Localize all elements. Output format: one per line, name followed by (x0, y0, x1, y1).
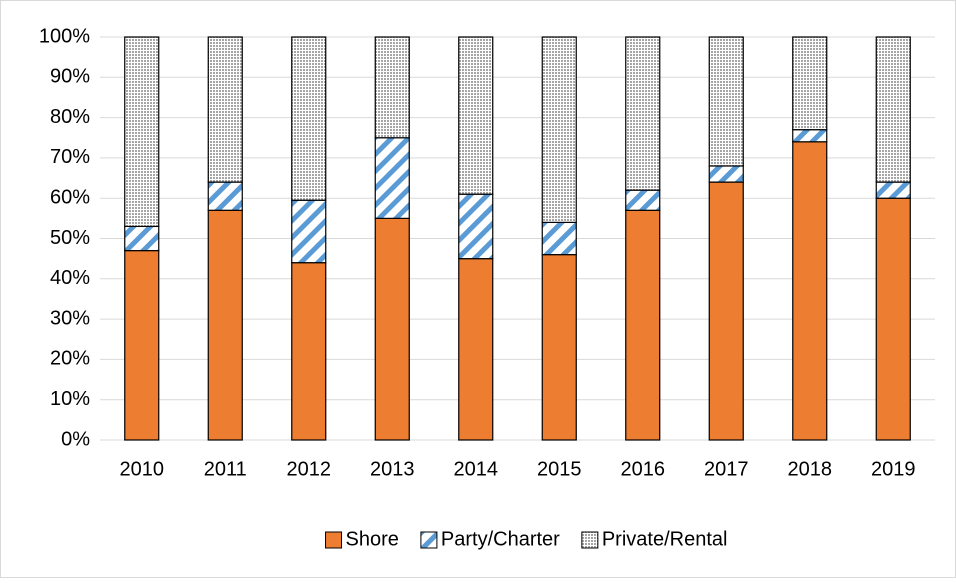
y-tick-label: 10% (50, 388, 90, 410)
x-tick-label: 2011 (204, 458, 247, 480)
x-tick-label: 2013 (370, 458, 415, 480)
y-tick-label: 30% (50, 307, 90, 329)
bar-segment (374, 36, 410, 139)
bar-segment (625, 36, 661, 191)
bar-segment (207, 181, 243, 211)
y-tick-label: 60% (50, 186, 90, 208)
bar-segment (625, 209, 661, 441)
bar-segment (207, 36, 243, 183)
x-tick-label: 2016 (621, 458, 666, 480)
y-tick-label: 70% (50, 146, 90, 168)
y-tick-label: 80% (50, 106, 90, 128)
bar-segment (875, 197, 911, 441)
bar-segment (792, 129, 828, 143)
bar-segment (458, 193, 494, 260)
bar-segment (291, 36, 327, 201)
legend-label: Shore (346, 528, 399, 550)
y-tick-label: 40% (50, 267, 90, 289)
y-tick-label: 0% (61, 428, 90, 450)
x-tick-label: 2019 (871, 458, 916, 480)
legend-swatch (325, 531, 343, 549)
bar-segment (541, 254, 577, 441)
y-tick-label: 20% (50, 348, 90, 370)
x-tick-label: 2017 (704, 458, 749, 480)
x-tick-label: 2014 (454, 458, 499, 480)
legend-swatch (420, 531, 438, 549)
y-tick-label: 100% (39, 25, 90, 47)
bar-segment (124, 249, 160, 441)
legend-label: Private/Rental (602, 528, 728, 550)
bar-segment (792, 36, 828, 131)
legend-swatch (581, 531, 599, 549)
bar-segment (458, 258, 494, 441)
bar-segment (875, 36, 911, 183)
bar-segment (541, 221, 577, 256)
bar-segment (291, 199, 327, 264)
bar-segment (374, 137, 410, 219)
bar-segment (708, 181, 744, 441)
bar-segment (708, 36, 744, 167)
bar-segment (374, 217, 410, 441)
bar-segment (291, 262, 327, 441)
bar-segment (708, 165, 744, 183)
x-tick-label: 2015 (537, 458, 582, 480)
bar-segment (207, 209, 243, 441)
x-tick-label: 2018 (788, 458, 833, 480)
bar-segment (625, 189, 661, 211)
bar-segment (124, 225, 160, 252)
bar-segment (124, 36, 160, 228)
x-tick-label: 2010 (120, 458, 165, 480)
bar-segment (541, 36, 577, 223)
y-tick-label: 90% (50, 66, 90, 88)
bar-segment (875, 181, 911, 199)
y-tick-label: 50% (50, 227, 90, 249)
bar-segment (458, 36, 494, 195)
x-tick-label: 2012 (287, 458, 332, 480)
legend-label: Party/Charter (441, 528, 560, 550)
bar-segment (792, 141, 828, 441)
